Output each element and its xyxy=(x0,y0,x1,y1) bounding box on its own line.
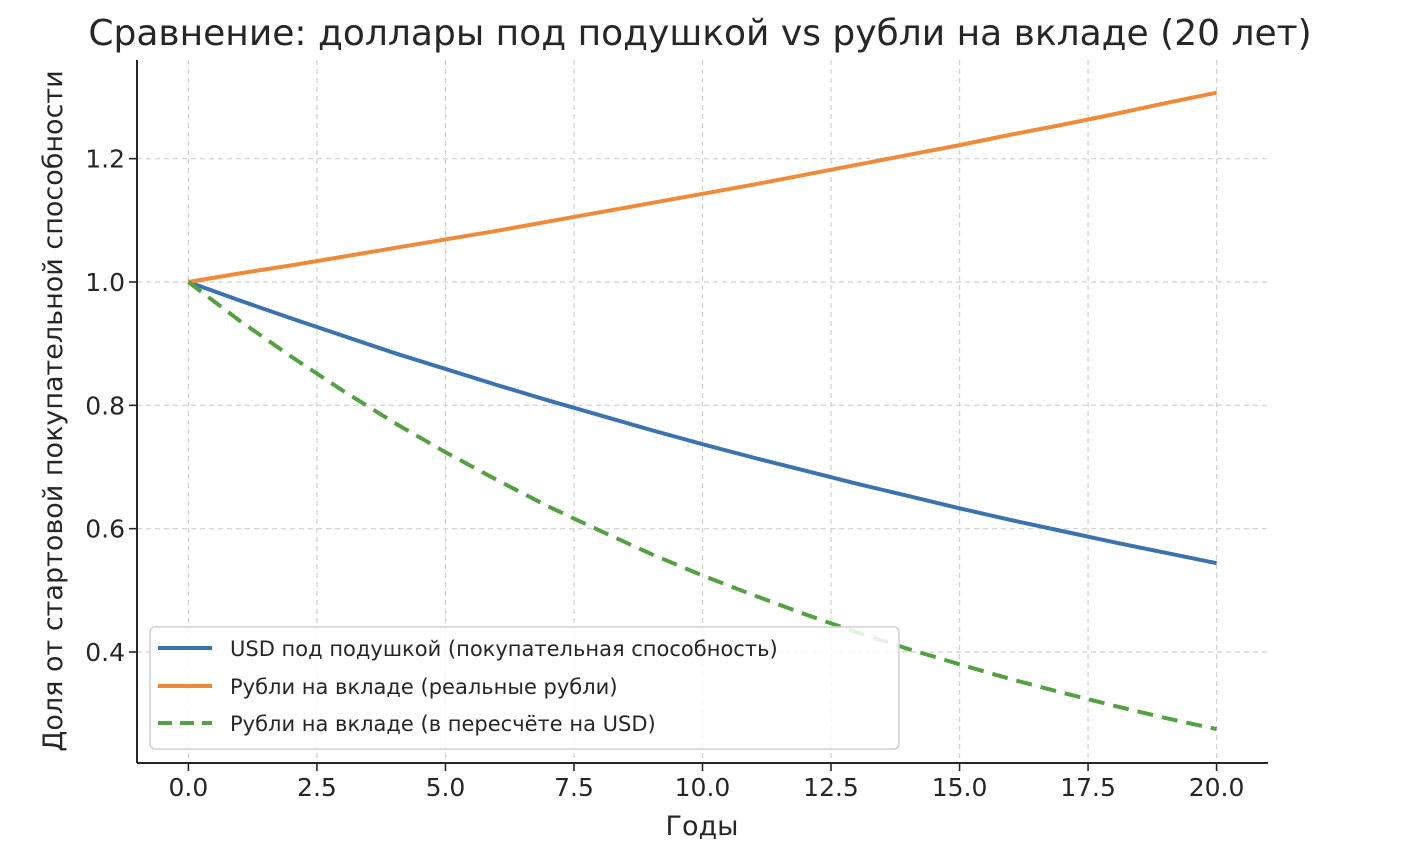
x-tick-label: 17.5 xyxy=(1060,773,1116,802)
x-tick-label: 2.5 xyxy=(297,773,337,802)
grid xyxy=(137,60,1268,763)
x-tick-label: 5.0 xyxy=(426,773,466,802)
series-line-rub-usd xyxy=(187,280,1218,732)
y-tick-label: 0.4 xyxy=(85,638,125,667)
legend-label-rub-real: Рубли на вкладе (реальные рубли) xyxy=(230,675,618,699)
legend-label-rub-usd: Рубли на вкладе (в пересчёте на USD) xyxy=(230,712,656,736)
x-tick-label: 20.0 xyxy=(1189,773,1245,802)
x-tick-label: 0.0 xyxy=(169,773,209,802)
legend-label-usd-cash: USD под подушкой (покупательная способно… xyxy=(230,637,778,661)
y-axis-label: Доля от стартовой покупательной способно… xyxy=(38,70,69,751)
y-tick-label: 1.2 xyxy=(85,145,125,174)
series-line-rub-real xyxy=(188,90,1217,284)
x-tick-label: 15.0 xyxy=(932,773,988,802)
legend-box xyxy=(149,626,900,750)
chart-title: Сравнение: доллары под подушкой vs рубли… xyxy=(88,13,1311,54)
x-tick-label: 7.5 xyxy=(554,773,594,802)
series-line-usd-cash xyxy=(187,280,1217,566)
y-tick-label: 0.6 xyxy=(85,515,125,544)
ticks: 0.0 2.5 5.0 7.5 10.0 12.5 15.0 17.5 20.0 0.4 0.6 0.… xyxy=(85,145,1244,802)
legend: USD под подушкой (покупательная способно… xyxy=(149,626,900,750)
y-tick-label: 0.8 xyxy=(85,391,125,420)
y-tick-label: 1.0 xyxy=(85,268,125,297)
x-axis-label: Годы xyxy=(666,811,739,842)
x-tick-label: 10.0 xyxy=(675,773,731,802)
x-tick-label: 12.5 xyxy=(803,773,859,802)
series-lines xyxy=(187,90,1218,732)
